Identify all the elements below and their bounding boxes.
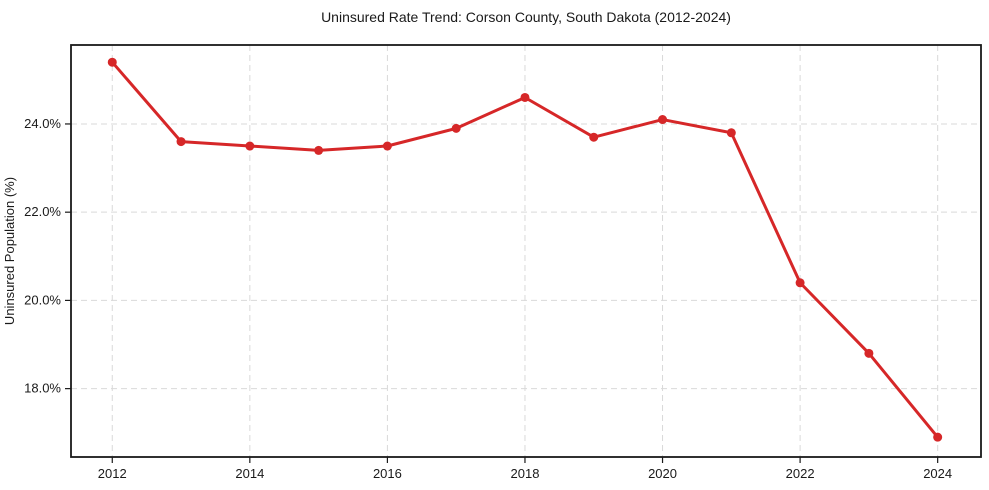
y-tick-label: 18.0% (24, 381, 61, 396)
y-axis-label: Uninsured Population (%) (2, 177, 17, 325)
data-point (589, 132, 599, 142)
x-tick-label: 2018 (511, 466, 540, 481)
y-tick-label: 24.0% (24, 116, 61, 131)
x-tick-label: 2014 (235, 466, 264, 481)
data-point (451, 123, 461, 133)
chart-title: Uninsured Rate Trend: Corson County, Sou… (321, 9, 731, 25)
data-point (314, 145, 324, 155)
x-tick-label: 2024 (923, 466, 952, 481)
y-tick-label: 22.0% (24, 204, 61, 219)
x-tick-label: 2012 (98, 466, 127, 481)
data-point (726, 128, 736, 138)
data-point (382, 141, 392, 151)
data-point (864, 348, 874, 358)
data-point (658, 115, 668, 125)
plot-frame (70, 44, 982, 458)
data-point (933, 432, 943, 442)
y-tick-label: 20.0% (24, 292, 61, 307)
x-tick-label: 2016 (373, 466, 402, 481)
data-point (107, 57, 117, 67)
data-point (795, 278, 805, 288)
x-tick-label: 2020 (648, 466, 677, 481)
data-point (245, 141, 255, 151)
data-point (176, 137, 186, 147)
x-tick-label: 2022 (786, 466, 815, 481)
data-point (520, 92, 530, 102)
